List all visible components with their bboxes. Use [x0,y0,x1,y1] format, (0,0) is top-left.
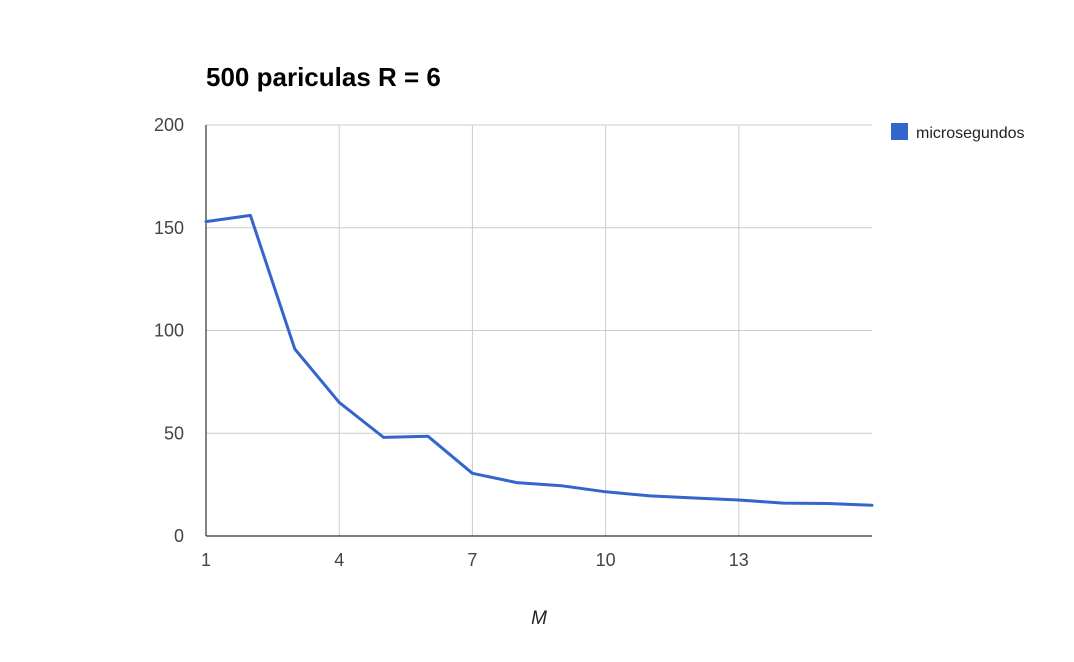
tick-labels: 0 50 100 150 200 1 4 7 10 13 [154,115,749,570]
grid-lines [206,124,872,536]
series-line-microsegundos [204,213,874,507]
legend-swatch [891,123,908,140]
y-tick-label: 100 [154,321,184,341]
x-tick-label: 4 [334,550,344,570]
x-tick-label: 10 [596,550,616,570]
y-tick-label: 0 [174,526,184,546]
chart-title: 500 pariculas R = 6 [206,62,441,92]
x-axis-label: M [531,608,547,629]
legend-label: microsegundos [916,125,1025,142]
y-tick-label: 150 [154,218,184,238]
legend[interactable]: microsegundos [891,123,1025,142]
axes [205,125,872,537]
y-tick-label: 50 [164,423,184,443]
x-tick-label: 13 [729,550,749,570]
x-tick-label: 1 [201,550,211,570]
x-tick-label: 7 [467,550,477,570]
data-series [204,213,874,507]
y-tick-label: 200 [154,115,184,135]
